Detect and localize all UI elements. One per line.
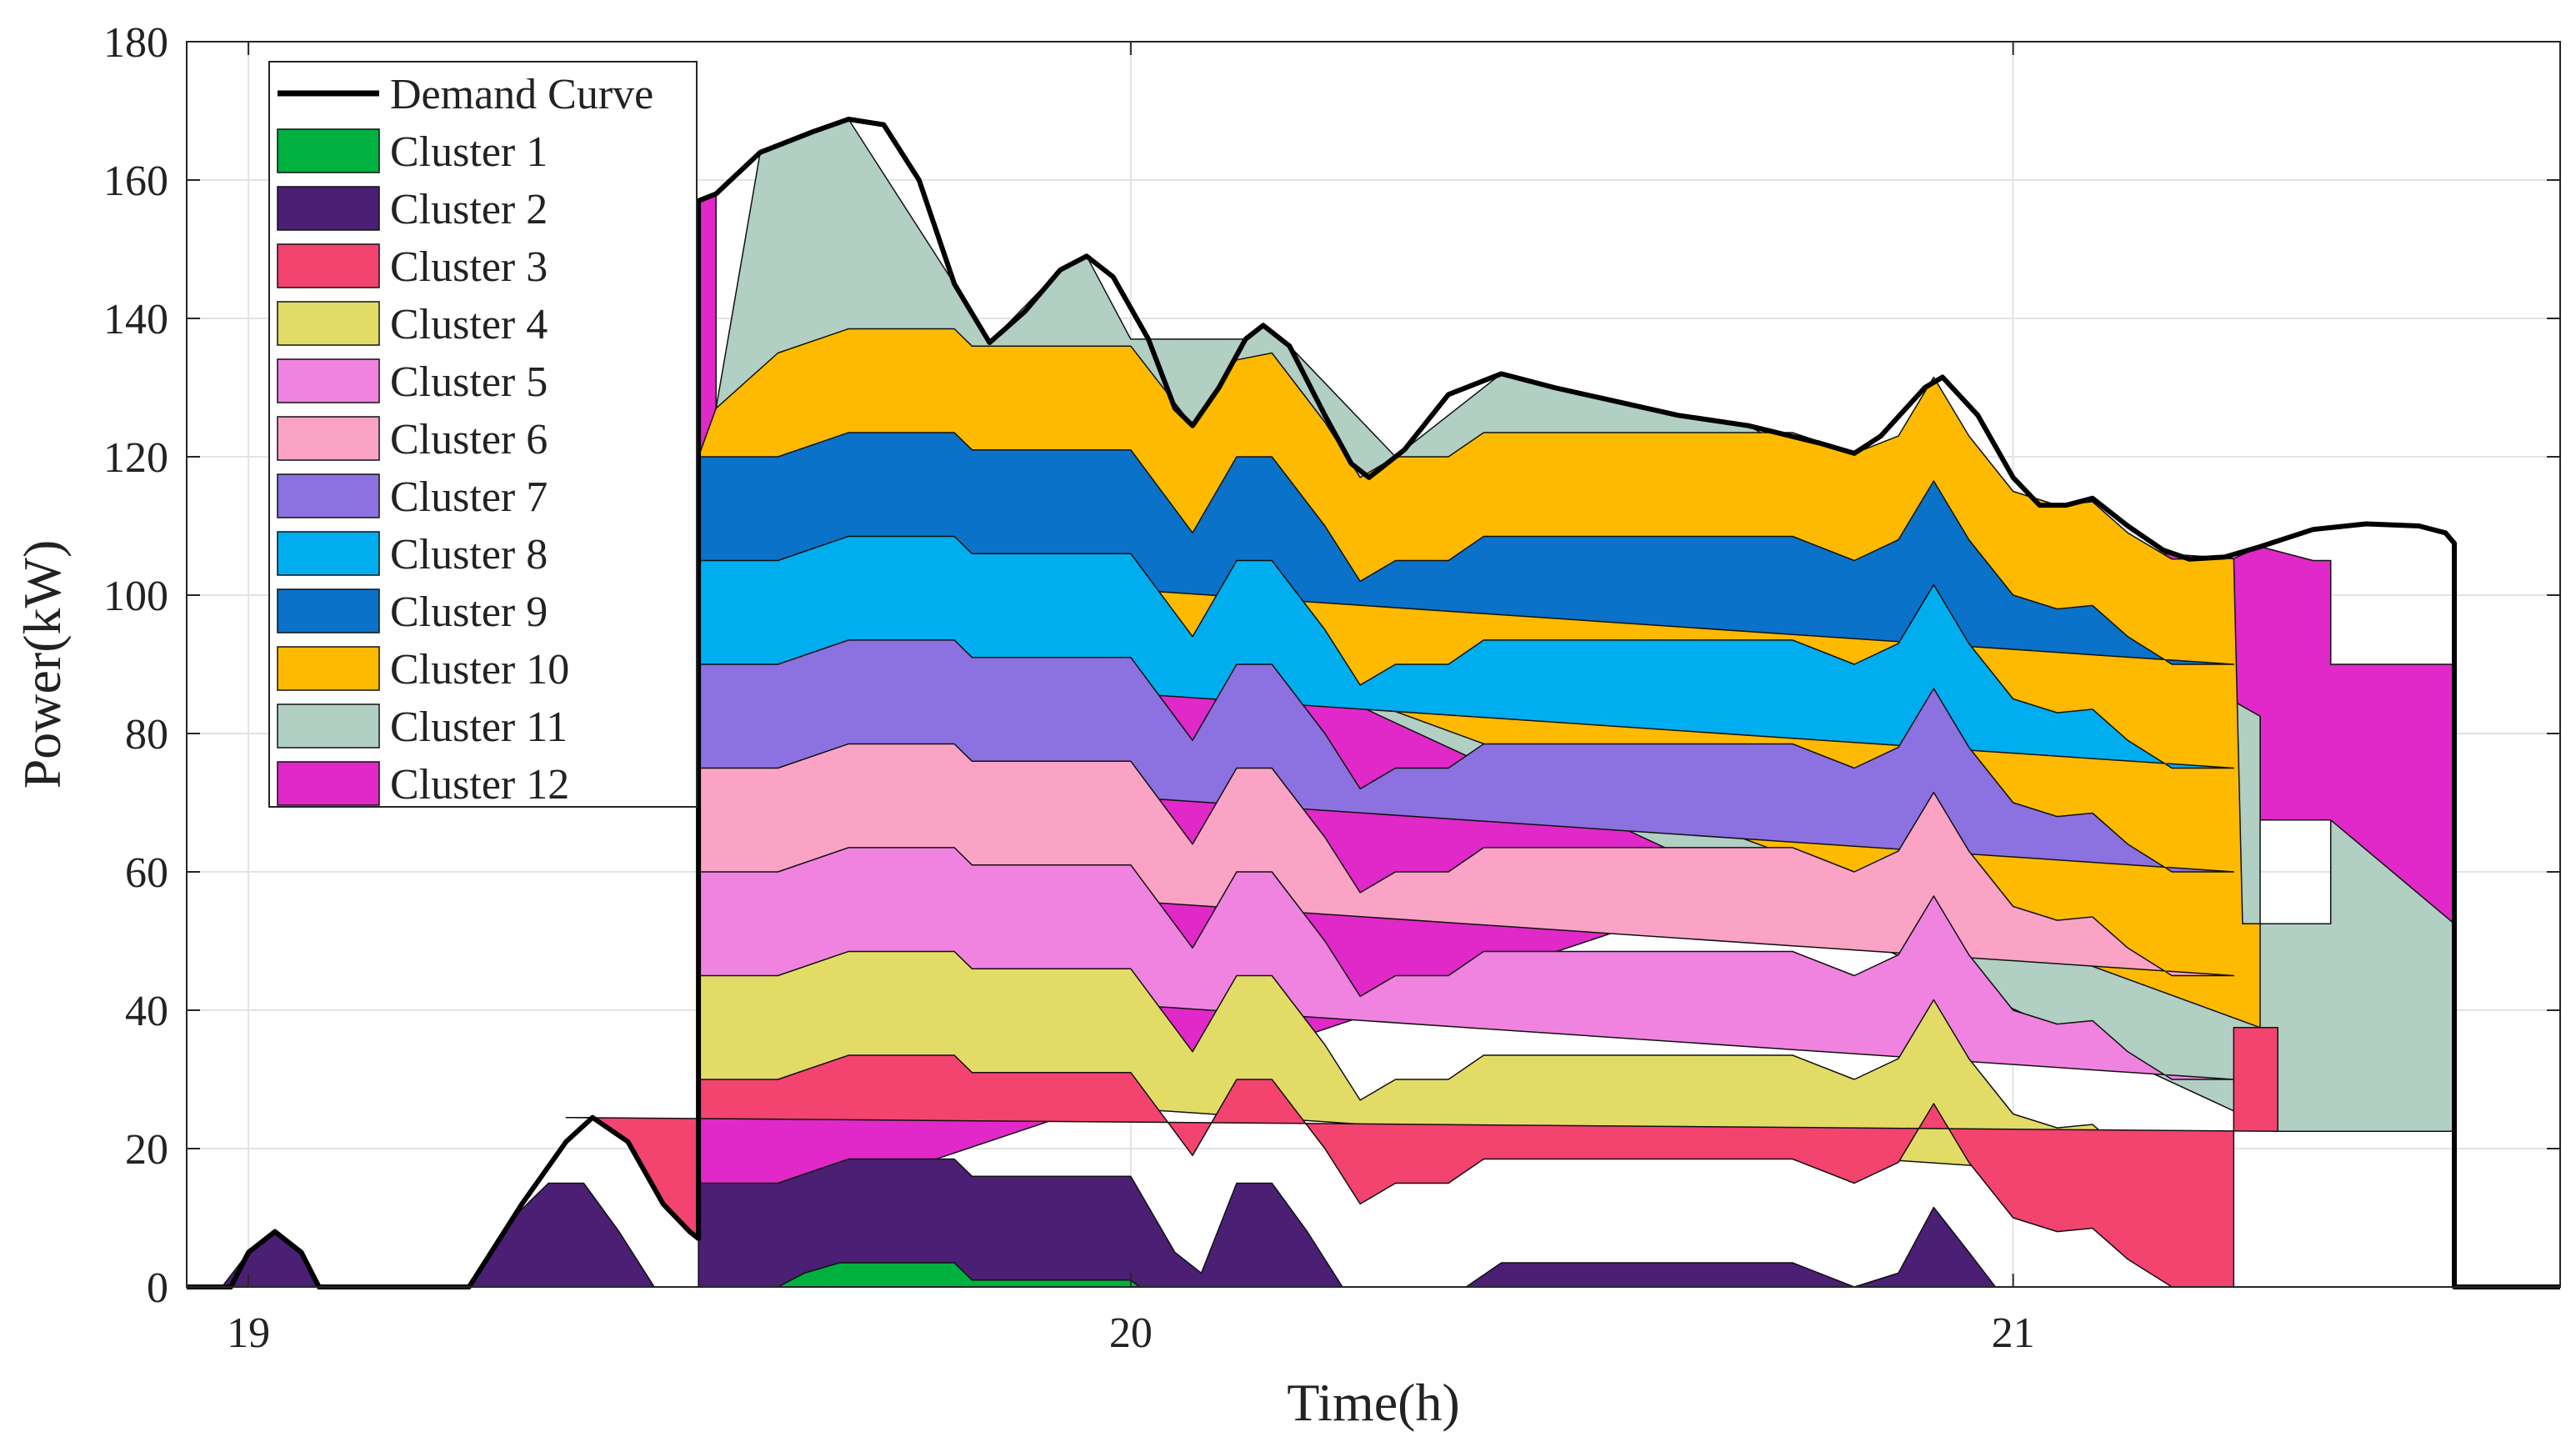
legend-swatch-cluster-1 — [277, 128, 380, 173]
legend-label-cluster-6: Cluster 6 — [390, 416, 548, 463]
legend-label-cluster-1: Cluster 1 — [390, 128, 548, 176]
legend-label-cluster-8: Cluster 8 — [390, 531, 548, 578]
legend-label-cluster-4: Cluster 4 — [390, 301, 548, 348]
y-tick-label: 80 — [125, 711, 168, 759]
legend-swatch-cluster-2 — [277, 186, 380, 231]
legend-swatch-cluster-3 — [277, 243, 380, 288]
area-cluster-8 — [698, 535, 2235, 769]
x-tick-label: 20 — [1109, 1309, 1153, 1357]
legend-label-cluster-5: Cluster 5 — [390, 358, 548, 406]
legend-label-cluster-12: Cluster 12 — [390, 761, 569, 809]
legend-label-cluster-9: Cluster 9 — [390, 588, 548, 636]
area-cluster-9 — [698, 432, 2235, 665]
y-tick-label: 140 — [103, 296, 168, 343]
legend-label-cluster-2: Cluster 2 — [390, 186, 548, 233]
demand-curve-line — [187, 117, 2560, 1289]
area-cluster-6 — [698, 743, 2235, 977]
legend-swatch-cluster-4 — [277, 301, 380, 346]
y-tick-label: 60 — [125, 849, 168, 897]
y-tick-label: 100 — [103, 573, 168, 620]
legend-swatch-cluster-12 — [277, 761, 380, 806]
legend-swatch-cluster-9 — [277, 588, 380, 633]
y-tick-label: 180 — [103, 19, 168, 67]
legend-label-cluster-10: Cluster 10 — [390, 646, 569, 693]
legend-label-cluster-11: Cluster 11 — [390, 703, 568, 751]
area-cluster-7 — [698, 639, 2235, 873]
y-tick-label: 160 — [103, 158, 168, 205]
legend: Demand Curve Cluster 1 Cluster 2 Cluster 3 C… — [268, 61, 698, 809]
x-tick-label: 19 — [227, 1309, 270, 1357]
area-cluster-5 — [698, 847, 2235, 1080]
legend-label-cluster-3: Cluster 3 — [390, 243, 548, 291]
legend-swatch-cluster-6 — [277, 416, 380, 461]
legend-swatch-cluster-10 — [277, 646, 380, 691]
legend-swatch-cluster-8 — [277, 531, 380, 576]
y-ticks: 0 20 40 60 80 100 120 140 160 180 — [103, 19, 2560, 1312]
areas-layer — [221, 118, 2455, 1288]
y-axis-label: Power(kW) — [13, 540, 72, 789]
y-tick-label: 40 — [125, 988, 168, 1035]
y-tick-label: 0 — [147, 1264, 168, 1312]
legend-label-demand-curve: Demand Curve — [390, 71, 653, 118]
plot-frame — [186, 41, 2561, 1288]
legend-swatch-cluster-5 — [277, 358, 380, 403]
x-axis-label: Time(h) — [1287, 1373, 1459, 1432]
legend-swatch-cluster-11 — [277, 703, 380, 749]
area-cluster-4 — [698, 950, 2235, 1184]
y-tick-label: 20 — [125, 1126, 168, 1174]
legend-swatch-cluster-7 — [277, 473, 380, 518]
x-ticks: 19 20 21 — [227, 42, 2035, 1357]
area-cluster-1 — [777, 1262, 1141, 1288]
x-tick-label: 21 — [1992, 1309, 2035, 1357]
legend-label-cluster-7: Cluster 7 — [390, 473, 548, 521]
y-tick-label: 120 — [103, 434, 168, 482]
